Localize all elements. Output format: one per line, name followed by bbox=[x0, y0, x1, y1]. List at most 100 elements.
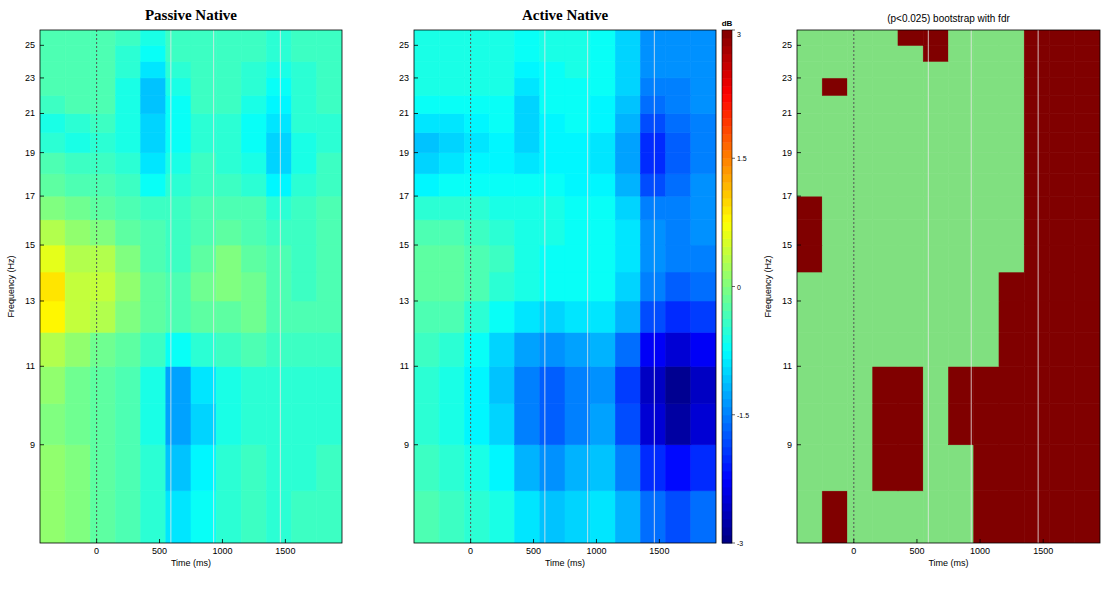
cell bbox=[590, 245, 615, 272]
cell bbox=[1075, 366, 1100, 403]
cell bbox=[666, 445, 691, 491]
cell bbox=[90, 272, 115, 301]
cell bbox=[166, 491, 191, 543]
cell bbox=[65, 366, 90, 403]
cell bbox=[267, 332, 292, 366]
cell bbox=[40, 404, 65, 445]
y-tick-label: 19 bbox=[399, 148, 409, 158]
cell bbox=[848, 153, 873, 174]
cell bbox=[490, 491, 515, 543]
cell bbox=[241, 174, 266, 196]
cell bbox=[1075, 45, 1100, 61]
cell bbox=[797, 445, 822, 491]
cell bbox=[166, 196, 191, 220]
cell bbox=[439, 272, 464, 301]
cell bbox=[1024, 332, 1049, 366]
cell bbox=[1050, 174, 1075, 196]
cell bbox=[116, 220, 141, 245]
cell bbox=[141, 491, 166, 543]
cell bbox=[490, 133, 515, 153]
cell bbox=[797, 61, 822, 78]
cell bbox=[641, 174, 666, 196]
y-tick bbox=[797, 45, 801, 46]
cell bbox=[414, 196, 439, 220]
cell bbox=[641, 95, 666, 113]
color-bar-step bbox=[722, 78, 732, 87]
cell bbox=[848, 245, 873, 272]
cell bbox=[317, 78, 342, 95]
cell bbox=[1024, 61, 1049, 78]
cell bbox=[565, 196, 590, 220]
cell bbox=[191, 30, 216, 45]
cell bbox=[540, 272, 565, 301]
cell bbox=[797, 220, 822, 245]
cell bbox=[116, 366, 141, 403]
x-tick bbox=[533, 539, 534, 543]
cell bbox=[292, 153, 317, 174]
cell bbox=[90, 61, 115, 78]
cell bbox=[691, 245, 716, 272]
cell bbox=[898, 30, 923, 45]
color-bar-step bbox=[722, 198, 732, 207]
cell bbox=[873, 245, 898, 272]
cell bbox=[1024, 301, 1049, 332]
cell bbox=[974, 491, 999, 543]
event-line bbox=[213, 30, 214, 543]
color-bar-step bbox=[722, 150, 732, 159]
color-tick bbox=[732, 414, 735, 415]
cell bbox=[439, 133, 464, 153]
color-bar-step bbox=[722, 262, 732, 271]
cell bbox=[141, 245, 166, 272]
color-bar-step bbox=[722, 110, 732, 119]
cell bbox=[822, 113, 847, 132]
x-tick-label: 1500 bbox=[1033, 546, 1053, 556]
cell bbox=[292, 78, 317, 95]
cell bbox=[923, 78, 948, 95]
cell bbox=[999, 301, 1024, 332]
cell bbox=[292, 61, 317, 78]
cell bbox=[116, 133, 141, 153]
cell bbox=[1075, 491, 1100, 543]
cell bbox=[898, 220, 923, 245]
cell bbox=[615, 445, 640, 491]
cell bbox=[949, 404, 974, 445]
cell bbox=[615, 133, 640, 153]
y-tick bbox=[797, 113, 801, 114]
cell bbox=[464, 404, 489, 445]
cell bbox=[241, 45, 266, 61]
cell bbox=[797, 113, 822, 132]
color-bar-step bbox=[722, 519, 732, 528]
cell bbox=[999, 78, 1024, 95]
cell bbox=[949, 95, 974, 113]
cell bbox=[974, 366, 999, 403]
cell bbox=[1050, 245, 1075, 272]
cell bbox=[414, 113, 439, 132]
color-bar-step bbox=[722, 447, 732, 456]
color-bar-step bbox=[722, 303, 732, 312]
cell bbox=[615, 61, 640, 78]
cell bbox=[317, 153, 342, 174]
cell bbox=[974, 445, 999, 491]
x-tick-label: 1500 bbox=[649, 546, 669, 556]
cell bbox=[565, 30, 590, 45]
panel: 05001000150091113151719212325Time (ms)Fr… bbox=[6, 7, 342, 568]
cell bbox=[691, 404, 716, 445]
cell bbox=[116, 445, 141, 491]
cell bbox=[490, 174, 515, 196]
y-tick bbox=[40, 152, 44, 153]
cell bbox=[267, 113, 292, 132]
cell bbox=[439, 45, 464, 61]
cell bbox=[974, 45, 999, 61]
cell bbox=[490, 113, 515, 132]
cell bbox=[241, 245, 266, 272]
cell bbox=[590, 153, 615, 174]
y-tick-label: 13 bbox=[25, 296, 35, 306]
cell bbox=[666, 272, 691, 301]
cell bbox=[90, 445, 115, 491]
cell bbox=[974, 153, 999, 174]
panel-title: Active Native bbox=[522, 7, 609, 23]
cell bbox=[797, 245, 822, 272]
event-line bbox=[971, 30, 972, 543]
cell bbox=[166, 45, 191, 61]
cell bbox=[691, 445, 716, 491]
